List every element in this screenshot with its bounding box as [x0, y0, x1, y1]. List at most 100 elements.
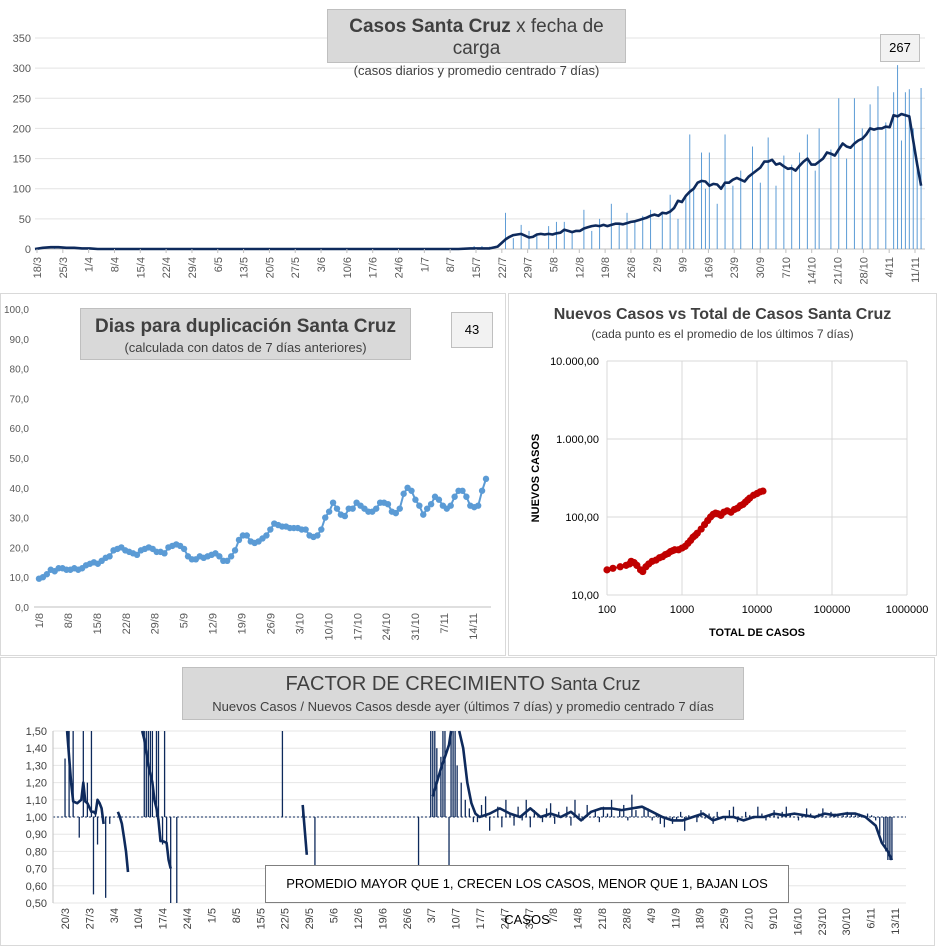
nvt-point	[759, 487, 767, 495]
duplicacion-point	[133, 551, 141, 559]
casos-xtick-label: 19/8	[600, 257, 612, 278]
casos-ytick-label: 100	[13, 184, 31, 196]
duplicacion-point	[396, 505, 403, 512]
duplicacion-point	[427, 500, 435, 508]
factor-xtick-label: 23/10	[817, 908, 829, 936]
factor-xtick-label: 6/11	[866, 908, 878, 929]
factor-xtick-label: 11/9	[670, 908, 682, 929]
duplicacion-xtick-label: 7/11	[439, 613, 451, 634]
factor-title: FACTOR DE CRECIMIENTO	[285, 673, 545, 695]
casos-xtick-label: 15/4	[135, 257, 147, 278]
casos-xtick-label: 22/4	[161, 257, 173, 278]
nvt-xtick-label: 1000000	[886, 604, 929, 616]
duplicacion-point	[302, 526, 309, 533]
casos-xtick-label: 3/6	[316, 257, 328, 272]
duplicacion-xtick-label: 12/9	[208, 613, 220, 634]
casos-xtick-label: 23/9	[729, 257, 741, 278]
factor-ytick-label: 1,20	[26, 778, 47, 790]
casos-title-box: Casos Santa Cruz x fecha de carga (casos…	[327, 9, 626, 78]
casos-xtick-label: 18/3	[32, 257, 44, 278]
nuevos-vs-total-chart: 100 1000 10000 100000 1000000 10.000,00 1.000,…	[530, 356, 929, 639]
casos-xtick-label: 1/4	[84, 257, 96, 272]
nvt-ytick-label: 10.000,00	[550, 356, 599, 368]
casos-xtick-label: 7/10	[781, 257, 793, 278]
duplicacion-point	[349, 505, 356, 512]
duplicacion-xtick-label: 17/10	[352, 613, 364, 641]
casos-xtick-label: 25/3	[58, 257, 70, 278]
nvt-xtick-label: 10000	[742, 604, 773, 616]
duplicacion-point	[341, 512, 349, 520]
casos-xtick-label: 26/8	[626, 257, 638, 278]
factor-ytick-label: 1,10	[26, 795, 47, 807]
duplicacion-point	[459, 487, 466, 494]
duplicacion-point	[482, 475, 490, 483]
factor-xtick-label: 21/8	[597, 908, 609, 929]
factor-xtick-label: 28/8	[621, 908, 633, 929]
duplicacion-chart-panel: 100,0 90,0 80,0 70,0 60,0 50,0 40,0 30,0 20,0 10,…	[0, 293, 506, 656]
nvt-xtick-label: 100000	[814, 604, 851, 616]
casos-xtick-label: 2/9	[652, 257, 664, 272]
duplicacion-ytick-label: 40,0	[10, 484, 30, 495]
factor-xtick-label: 25/9	[719, 908, 731, 929]
factor-xtick-label: 14/8	[573, 908, 585, 929]
factor-xtick-label: 2/10	[744, 908, 756, 929]
duplicacion-ytick-label: 30,0	[10, 514, 30, 525]
casos-value-box: 267	[880, 34, 920, 62]
factor-average-line	[431, 730, 453, 797]
casos-xtick-label: 1/7	[419, 257, 431, 272]
duplicacion-point	[333, 505, 341, 512]
casos-ytick-label: 150	[13, 154, 31, 166]
factor-ytick-label: 0,90	[26, 829, 47, 841]
casos-xtick-label: 14/10	[807, 257, 819, 285]
factor-xtick-label: 4/9	[646, 908, 658, 923]
duplicacion-point	[384, 500, 392, 508]
factor-xtick-label: 29/5	[304, 908, 316, 929]
duplicacion-point	[423, 505, 431, 512]
duplicacion-xtick-label: 31/10	[410, 613, 422, 641]
duplicacion-ytick-label: 10,0	[10, 573, 30, 584]
factor-xtick-label: 18/9	[695, 908, 707, 929]
duplicacion-point	[231, 547, 239, 554]
casos-xtick-label: 13/5	[239, 257, 251, 278]
duplicacion-point	[314, 532, 321, 539]
factor-xtick-label: 24/7	[499, 908, 511, 929]
nvt-subtitle: (cada punto es el promedio de los último…	[591, 327, 854, 341]
nvt-xtick-label: 100	[598, 604, 616, 616]
casos-ytick-label: 300	[13, 63, 31, 75]
factor-xtick-label: 5/6	[329, 908, 341, 923]
duplicacion-line	[38, 478, 487, 580]
nuevos-vs-total-chart-panel: 100 1000 10000 100000 1000000 10.000,00 1.000,…	[508, 293, 937, 656]
factor-xtick-label: 20/3	[60, 908, 72, 929]
duplicacion-xtick-label: 5/9	[179, 613, 191, 628]
duplicacion-point	[435, 496, 443, 503]
duplicacion-ytick-label: 50,0	[10, 454, 30, 465]
duplicacion-point	[463, 493, 470, 500]
factor-average-line	[65, 730, 105, 825]
duplicacion-xtick-label: 14/11	[468, 613, 480, 640]
factor-ytick-label: 1,40	[26, 743, 47, 755]
duplicacion-point	[420, 511, 427, 518]
duplicacion-xtick-label: 8/8	[63, 613, 75, 628]
duplicacion-xtick-label: 19/9	[237, 613, 249, 634]
casos-xtick-label: 10/6	[342, 257, 354, 278]
casos-ytick-label: 250	[13, 93, 31, 105]
factor-ytick-label: 0,60	[26, 881, 47, 893]
duplicacion-point	[474, 502, 482, 509]
casos-xtick-label: 4/11	[884, 257, 896, 278]
casos-xtick-label: 8/7	[445, 257, 457, 272]
duplicacion-chart: 100,0 90,0 80,0 70,0 60,0 50,0 40,0 30,0 20,0 10,…	[4, 305, 491, 641]
casos-xtick-label: 17/6	[368, 257, 380, 278]
nvt-point	[616, 563, 624, 571]
factor-subtitle: Nuevos Casos / Nuevos Casos desde ayer (…	[212, 699, 714, 714]
duplicacion-point	[322, 514, 329, 521]
factor-xtick-label: 7/8	[548, 908, 560, 923]
nvt-point	[603, 566, 611, 574]
duplicacion-point	[43, 571, 51, 578]
duplicacion-ytick-label: 100,0	[4, 305, 29, 316]
factor-xtick-label: 3/4	[109, 908, 121, 923]
factor-xtick-label: 9/10	[768, 908, 780, 929]
casos-xtick-label: 15/7	[471, 257, 483, 278]
duplicacion-subtitle: (calculada con datos de 7 días anteriore…	[124, 340, 367, 355]
casos-title: Casos Santa Cruz	[349, 16, 511, 37]
duplicacion-xtick-label: 22/8	[121, 613, 133, 634]
